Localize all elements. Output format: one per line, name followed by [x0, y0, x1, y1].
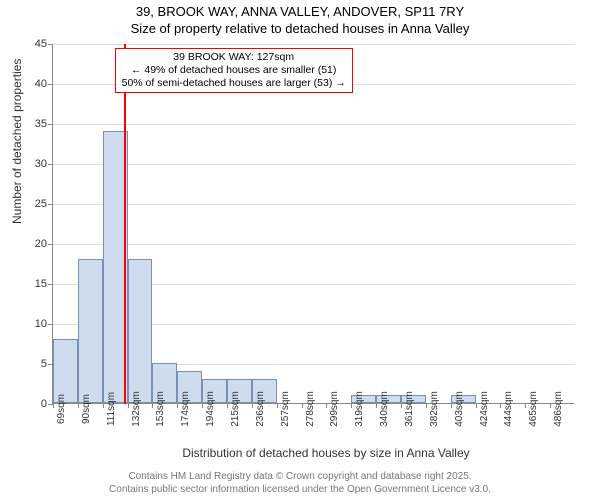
annotation-line-2: ← 49% of detached houses are smaller (51…: [122, 64, 346, 77]
xtick-mark: [451, 403, 452, 408]
plot-region: 05101520253035404569sqm90sqm111sqm132sqm…: [52, 44, 574, 404]
ytick-mark: [48, 204, 53, 205]
xtick-mark: [128, 403, 129, 408]
xtick-mark: [252, 403, 253, 408]
chart-plot-area: 05101520253035404569sqm90sqm111sqm132sqm…: [52, 44, 574, 404]
xtick-mark: [302, 403, 303, 408]
xtick-mark: [401, 403, 402, 408]
xtick-mark: [326, 403, 327, 408]
property-marker-line: [124, 44, 126, 404]
ytick-label: 0: [41, 398, 47, 410]
chart-title: 39, BROOK WAY, ANNA VALLEY, ANDOVER, SP1…: [0, 0, 600, 38]
xtick-mark: [476, 403, 477, 408]
xtick-mark: [525, 403, 526, 408]
xtick-mark: [177, 403, 178, 408]
title-line-1: 39, BROOK WAY, ANNA VALLEY, ANDOVER, SP1…: [0, 4, 600, 21]
ytick-mark: [48, 164, 53, 165]
xtick-label: 236sqm: [255, 391, 266, 427]
xtick-label: 153sqm: [155, 391, 166, 427]
xtick-label: 486sqm: [553, 391, 564, 427]
ytick-mark: [48, 124, 53, 125]
gridline: [53, 204, 574, 205]
ytick-label: 20: [35, 238, 47, 250]
xtick-label: 132sqm: [131, 391, 142, 427]
x-axis-label: Distribution of detached houses by size …: [0, 446, 600, 460]
gridline: [53, 124, 574, 125]
ytick-label: 15: [35, 278, 47, 290]
ytick-mark: [48, 44, 53, 45]
xtick-label: 257sqm: [280, 391, 291, 427]
ytick-mark: [48, 324, 53, 325]
xtick-label: 174sqm: [180, 391, 191, 427]
xtick-mark: [53, 403, 54, 408]
ytick-label: 40: [35, 78, 47, 90]
attribution-line-1: Contains HM Land Registry data © Crown c…: [0, 470, 600, 483]
xtick-mark: [202, 403, 203, 408]
ytick-mark: [48, 84, 53, 85]
title-line-2: Size of property relative to detached ho…: [0, 21, 600, 38]
annotation-line-1: 39 BROOK WAY: 127sqm: [122, 51, 346, 64]
ytick-label: 25: [35, 198, 47, 210]
xtick-label: 194sqm: [205, 391, 216, 427]
ytick-label: 45: [35, 38, 47, 50]
xtick-mark: [550, 403, 551, 408]
xtick-label: 215sqm: [230, 391, 241, 427]
gridline: [53, 244, 574, 245]
xtick-label: 382sqm: [429, 391, 440, 427]
xtick-mark: [227, 403, 228, 408]
xtick-label: 340sqm: [379, 391, 390, 427]
xtick-mark: [78, 403, 79, 408]
xtick-mark: [152, 403, 153, 408]
gridline: [53, 44, 574, 45]
ytick-label: 5: [41, 358, 47, 370]
xtick-label: 69sqm: [56, 394, 67, 424]
xtick-mark: [277, 403, 278, 408]
histogram-bar: [78, 259, 103, 403]
xtick-label: 111sqm: [106, 392, 117, 426]
y-axis-label: Number of detached properties: [10, 59, 24, 224]
xtick-label: 465sqm: [528, 391, 539, 427]
xtick-label: 299sqm: [329, 391, 340, 427]
ytick-label: 10: [35, 318, 47, 330]
attribution-line-2: Contains public sector information licen…: [0, 483, 600, 496]
ytick-mark: [48, 244, 53, 245]
gridline: [53, 164, 574, 165]
xtick-label: 90sqm: [81, 394, 92, 424]
xtick-mark: [103, 403, 104, 408]
xtick-label: 444sqm: [503, 391, 514, 427]
ytick-mark: [48, 284, 53, 285]
ytick-label: 35: [35, 118, 47, 130]
histogram-bar: [128, 259, 153, 403]
ytick-label: 30: [35, 158, 47, 170]
xtick-mark: [426, 403, 427, 408]
xtick-mark: [351, 403, 352, 408]
xtick-label: 403sqm: [454, 391, 465, 427]
attribution-text: Contains HM Land Registry data © Crown c…: [0, 470, 600, 496]
xtick-label: 361sqm: [404, 391, 415, 427]
xtick-label: 319sqm: [354, 391, 365, 427]
xtick-mark: [500, 403, 501, 408]
xtick-mark: [376, 403, 377, 408]
annotation-line-3: 50% of semi-detached houses are larger (…: [122, 77, 346, 90]
xtick-label: 278sqm: [305, 391, 316, 427]
annotation-box: 39 BROOK WAY: 127sqm ← 49% of detached h…: [115, 48, 353, 93]
xtick-label: 424sqm: [479, 391, 490, 427]
